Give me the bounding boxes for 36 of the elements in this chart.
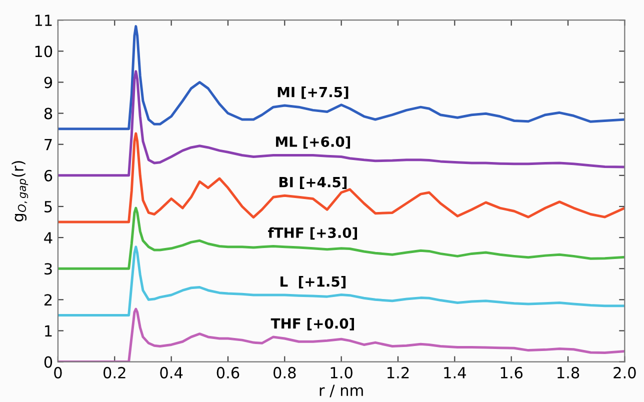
- series-label: fTHF [+3.0]: [268, 227, 357, 240]
- x-tick-label: 1.0: [330, 366, 352, 378]
- series-label: L [+1.5]: [280, 276, 346, 288]
- line-series: [58, 70, 625, 177]
- series-label: BI [+4.5]: [280, 176, 347, 189]
- y-tick-label: 4: [44, 232, 52, 244]
- y-tick-label: 8: [44, 108, 52, 120]
- x-tick-label: 2.0: [614, 366, 636, 378]
- x-tick-label: 0.4: [160, 366, 183, 378]
- x-tick-label: 0: [54, 366, 62, 378]
- series-label: THF [+0.0]: [270, 318, 354, 330]
- series-label: ML [+6.0]: [276, 136, 350, 149]
- y-tick-label: 9: [44, 76, 52, 88]
- y-axis-title: g$_{O,gap}$(r): [12, 161, 28, 222]
- x-tick-label: 0.6: [216, 366, 240, 378]
- line-series: [58, 25, 625, 130]
- y-tick-label: 3: [44, 263, 52, 275]
- x-tick-label: 1.2: [388, 366, 409, 378]
- x-axis-title: r / nm: [320, 384, 363, 398]
- y-tick-label: 7: [44, 139, 52, 150]
- x-tick-label: 1.4: [444, 367, 466, 378]
- x-tick-label: 0.8: [274, 366, 296, 378]
- x-tick-label: 1.6: [500, 366, 523, 378]
- line-series: [58, 132, 625, 224]
- series-label: MI [+7.5]: [278, 86, 348, 99]
- x-tick-label: 1.8: [558, 366, 580, 378]
- y-tick-label: 6: [44, 170, 52, 182]
- y-tick-label: 10: [35, 46, 52, 58]
- y-tick-label: 5: [44, 201, 52, 213]
- x-tick-label: 0.2: [103, 366, 126, 378]
- line-series: [58, 246, 625, 316]
- y-tick-label: 11: [35, 14, 52, 26]
- line-series: [58, 206, 625, 270]
- y-tick-label: 0: [44, 356, 52, 368]
- y-tick-label: 1: [45, 325, 52, 337]
- y-tick-label: 2: [44, 294, 52, 306]
